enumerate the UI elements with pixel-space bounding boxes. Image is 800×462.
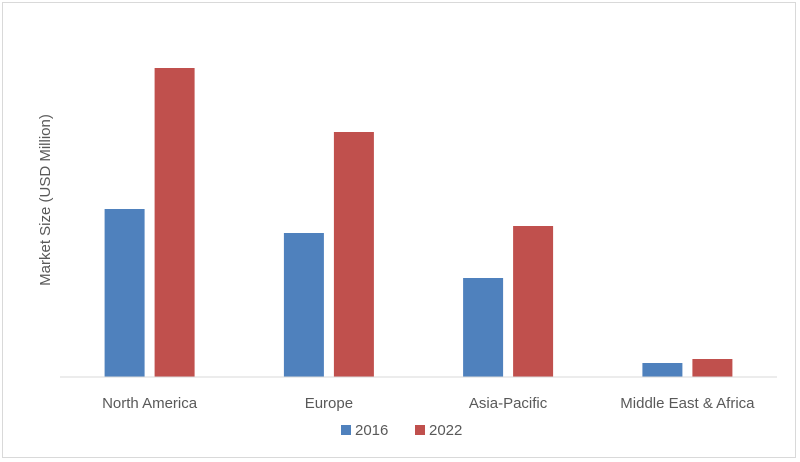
y-axis-title: Market Size (USD Million): [37, 114, 54, 286]
bar-2016-europe: [283, 233, 324, 377]
legend-label-2016: 2016: [355, 422, 388, 439]
x-tick-label: North America: [102, 395, 198, 412]
legend-swatch-2022: [415, 425, 425, 435]
bar-2016-asia-pacific: [463, 278, 504, 377]
x-tick-label: Middle East & Africa: [620, 395, 755, 412]
bar-2016-north-america: [104, 209, 145, 377]
x-tick-label: Europe: [305, 395, 353, 412]
x-tick-labels: North America Europe Asia-Pacific Middle Ea…: [102, 395, 755, 412]
bars-layer: [104, 68, 733, 377]
bar-2022-north-america: [154, 68, 195, 377]
legend-label-2022: 2022: [429, 422, 462, 439]
legend-swatch-2016: [341, 425, 351, 435]
bar-2022-asia-pacific: [513, 226, 554, 377]
legend: 2016 2022: [341, 422, 462, 439]
x-tick-label: Asia-Pacific: [469, 395, 548, 412]
bar-2016-middle-east-africa: [642, 363, 683, 377]
bar-2022-middle-east-africa: [692, 359, 733, 377]
bar-2022-europe: [333, 132, 374, 377]
